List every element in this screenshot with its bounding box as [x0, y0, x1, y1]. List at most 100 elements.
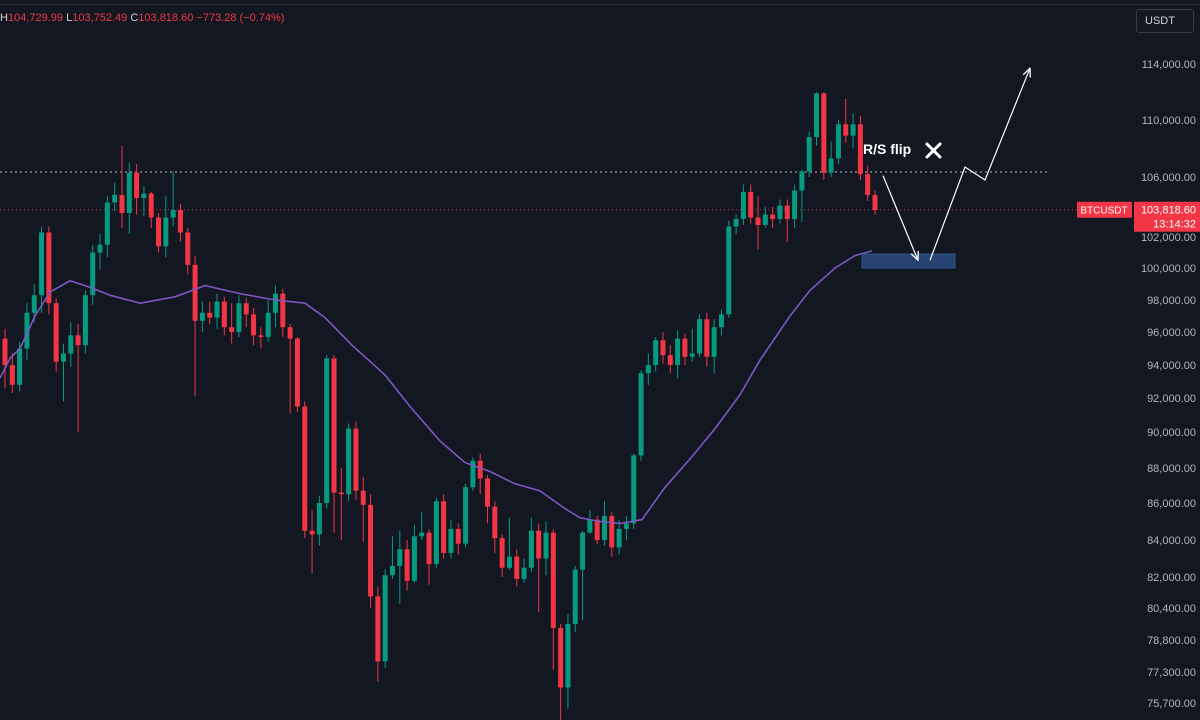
candle-body [865, 174, 871, 195]
annotation-layer: R/S flip [863, 141, 942, 159]
candle-body [748, 192, 754, 218]
candle [404, 540, 410, 591]
candle [426, 528, 432, 585]
projection-arrow [929, 68, 1030, 261]
candle-body [704, 319, 710, 357]
candle-body [850, 124, 856, 136]
price-axis-tick: 84,000.00 [1147, 535, 1196, 547]
candle [660, 332, 666, 364]
candle [433, 497, 439, 568]
candle-body [346, 428, 352, 495]
candle [382, 569, 388, 668]
candle-body [126, 172, 132, 213]
candle [843, 99, 849, 143]
candle [331, 355, 337, 533]
candle [697, 314, 703, 357]
candle [46, 226, 52, 315]
candle [587, 510, 593, 535]
price-axis-tick: 90,000.00 [1147, 427, 1196, 439]
price-axis[interactable]: 114,000.00 110,000.00 106,000.00 102,000.00… [1077, 59, 1200, 710]
candle [251, 308, 257, 346]
candle-body [601, 515, 607, 540]
candle-body [653, 340, 659, 365]
candle-body [156, 217, 162, 247]
candle-body [799, 171, 805, 191]
candle [499, 534, 505, 577]
candle-body [572, 569, 578, 624]
candle-body [477, 460, 483, 479]
candle [565, 614, 571, 709]
candle-body [163, 217, 169, 247]
candle [324, 355, 330, 509]
candle-body [397, 549, 403, 566]
candle-body [17, 348, 23, 385]
candle [119, 145, 125, 228]
candle-body [243, 303, 249, 315]
candle-body [697, 319, 703, 354]
candle [126, 162, 132, 234]
candle [148, 192, 154, 228]
candle-body [762, 214, 768, 225]
moving-average-line [0, 250, 873, 525]
price-tag-countdown: 13:14:32 [1153, 219, 1196, 231]
candle [17, 341, 23, 392]
candle-body [814, 93, 820, 138]
candle [777, 199, 783, 224]
candle [828, 141, 834, 177]
candle-series [2, 92, 878, 720]
symbol-tag-bg [1077, 201, 1132, 218]
low-value: 103,752.49 [72, 12, 128, 24]
candle-body [872, 195, 878, 210]
candle [375, 586, 381, 682]
candle [441, 494, 447, 559]
candle [112, 183, 118, 212]
candle [287, 324, 293, 414]
candle-body [287, 327, 293, 339]
candle-body [368, 504, 374, 597]
candle-body [660, 340, 666, 356]
candle [572, 565, 578, 632]
candle [550, 528, 556, 670]
currency-unit-selector[interactable]: USDT [1136, 9, 1194, 33]
candle-body [331, 358, 337, 493]
candle-body [426, 532, 432, 565]
price-axis-tick: 88,000.00 [1147, 463, 1196, 475]
candle-body [134, 172, 140, 198]
candle [419, 512, 425, 540]
projection-arrow [882, 175, 918, 261]
candle-body [623, 523, 629, 529]
candle [199, 301, 205, 332]
candle [448, 519, 454, 559]
candle-body [631, 455, 637, 524]
candle-body [638, 373, 644, 456]
candle [806, 131, 812, 177]
candle [9, 353, 15, 394]
candle-body [375, 596, 381, 662]
x-mark-icon [925, 142, 942, 159]
candle-body [82, 295, 88, 346]
candle-body [528, 530, 534, 568]
candle [580, 530, 586, 620]
candle [792, 184, 798, 228]
candle-body [784, 205, 790, 219]
candle [207, 301, 213, 324]
candle [134, 164, 140, 215]
candle-body [9, 365, 15, 385]
high-label: H [0, 12, 8, 24]
candle-body [265, 312, 271, 337]
candle [682, 333, 688, 365]
candle-body [411, 536, 417, 581]
ohlc-header: H104,729.99 L103,752.49 C103,818.60 −773… [0, 12, 284, 24]
candle [675, 330, 681, 379]
candle-body [441, 501, 447, 553]
price-axis-tick: 80,400.00 [1147, 603, 1196, 615]
candle-body [448, 528, 454, 553]
candle-body [514, 556, 520, 579]
candle-body [536, 530, 542, 559]
close-value: 103,818.60 [138, 12, 194, 24]
candle-body [302, 406, 308, 531]
candle [104, 196, 110, 258]
candle-body [60, 353, 66, 362]
candle [477, 453, 483, 495]
